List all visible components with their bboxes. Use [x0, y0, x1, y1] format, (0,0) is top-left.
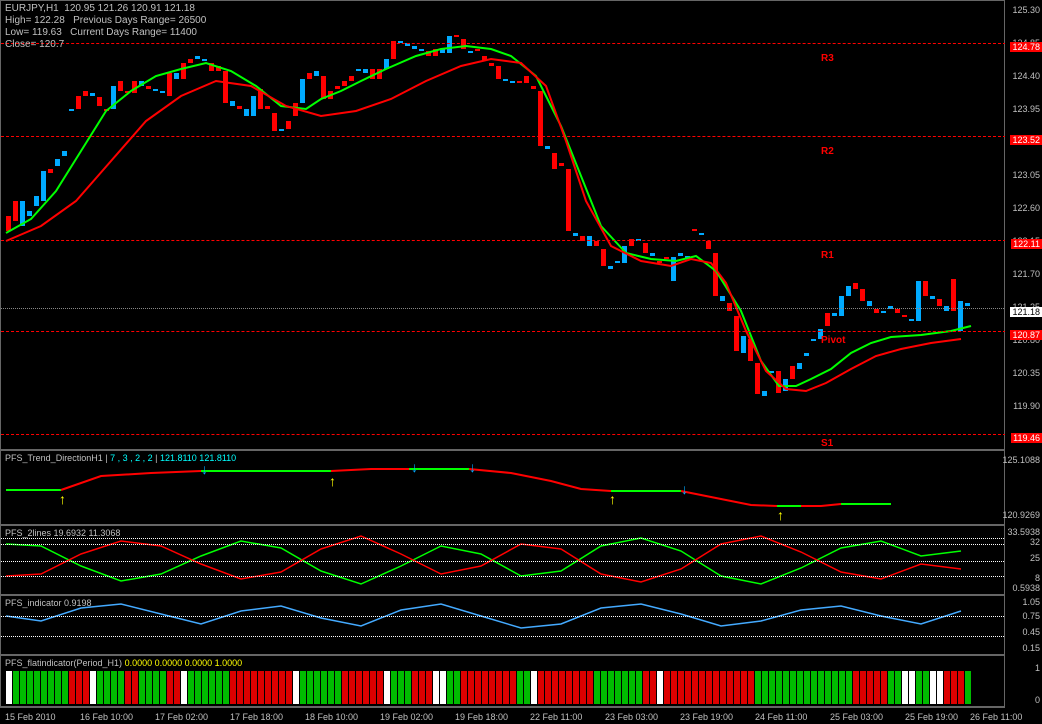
ind4-title: PFS_flatindicator(Period_H1) 0.0000 0.00… — [5, 658, 242, 668]
indicator-flat[interactable]: PFS_flatindicator(Period_H1) 0.0000 0.00… — [0, 655, 1005, 707]
main-price-chart[interactable]: EURJPY,H1 120.95 121.26 120.91 121.18 Hi… — [0, 0, 1005, 450]
current-price-line — [1, 308, 1006, 309]
indicator-2lines[interactable]: PFS_2lines 19.6932 11.3068 — [0, 525, 1005, 595]
ind1-title: PFS_Trend_DirectionH1 | 7 , 3 , 2 , 2 | … — [5, 453, 236, 463]
yaxis-ind1: 125.1088120.9269 — [1005, 450, 1042, 525]
ind3-lines — [1, 596, 1006, 656]
symbol: EURJPY,H1 — [5, 3, 59, 14]
xaxis-time: 15 Feb 201016 Feb 10:0017 Feb 02:0017 Fe… — [0, 707, 1005, 724]
yaxis-price: 125.30124.85124.40123.95123.50123.05122.… — [1005, 0, 1042, 450]
yaxis-ind4: 10 — [1005, 655, 1042, 707]
ohlc: 120.95 121.26 120.91 121.18 — [64, 3, 195, 14]
ind3-title: PFS_indicator 0.9198 — [5, 598, 92, 608]
chart-header: EURJPY,H1 120.95 121.26 120.91 121.18 Hi… — [5, 3, 206, 51]
indicator-pfs[interactable]: PFS_indicator 0.9198 — [0, 595, 1005, 655]
yaxis-ind3: 1.050.750.450.15 — [1005, 595, 1042, 655]
yaxis-ind2: 33.5938322580.5938 — [1005, 525, 1042, 595]
ind2-title: PFS_2lines 19.6932 11.3068 — [5, 528, 120, 538]
indicator-trend-direction[interactable]: PFS_Trend_DirectionH1 | 7 , 3 , 2 , 2 | … — [0, 450, 1005, 525]
candle-area — [1, 1, 1006, 451]
